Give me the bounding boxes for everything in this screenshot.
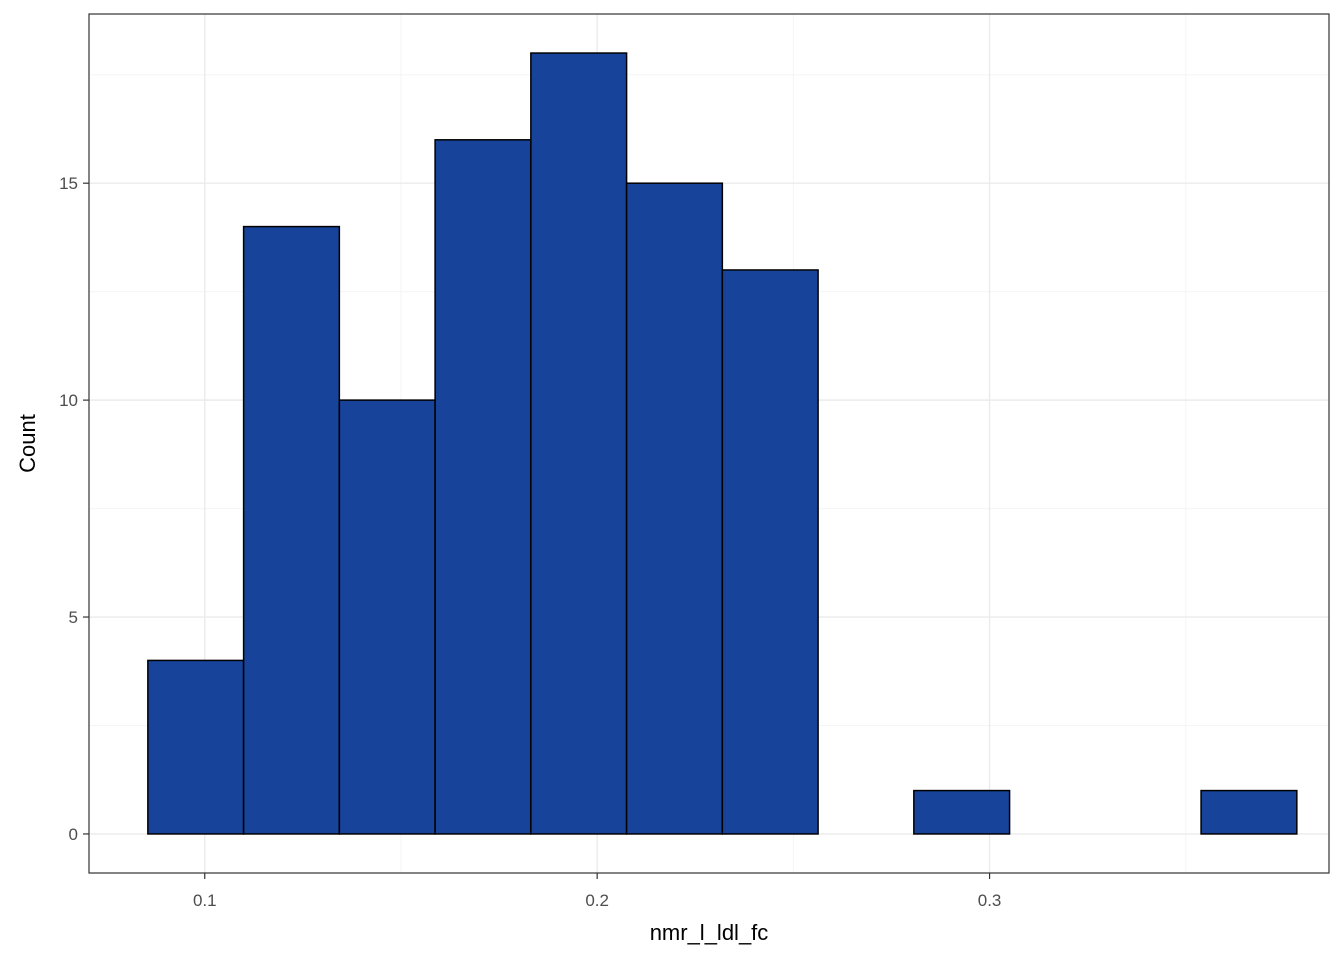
- histogram-bar-5: [625, 182, 724, 835]
- x-axis-title: nmr_l_ldl_fc: [650, 920, 769, 945]
- y-tick-label-2: 10: [59, 391, 78, 410]
- y-tick-label-1: 5: [69, 608, 78, 627]
- y-tick-label-3: 15: [59, 174, 78, 193]
- histogram-bar-2: [338, 399, 436, 835]
- x-tick-label-2: 0.3: [978, 891, 1002, 910]
- y-axis-ticks: 0 5 10 15: [59, 174, 89, 844]
- histogram-bar-6: [721, 269, 819, 835]
- histogram-bar-1: [242, 225, 341, 835]
- panel-border: [88, 13, 1330, 874]
- x-tick-label-1: 0.2: [585, 891, 609, 910]
- histogram-bar-0: [147, 659, 245, 835]
- x-axis-ticks: 0.1 0.2 0.3: [193, 873, 1001, 910]
- y-axis-title: Count: [15, 414, 40, 473]
- y-tick-label-0: 0: [69, 825, 78, 844]
- histogram-bar-4: [530, 52, 628, 835]
- histogram-bar-8: [913, 789, 1011, 835]
- histogram-bar-11: [1200, 789, 1298, 835]
- histogram-bar-3: [434, 139, 532, 835]
- histogram-bars: [147, 52, 1298, 835]
- x-tick-label-0: 0.1: [193, 891, 217, 910]
